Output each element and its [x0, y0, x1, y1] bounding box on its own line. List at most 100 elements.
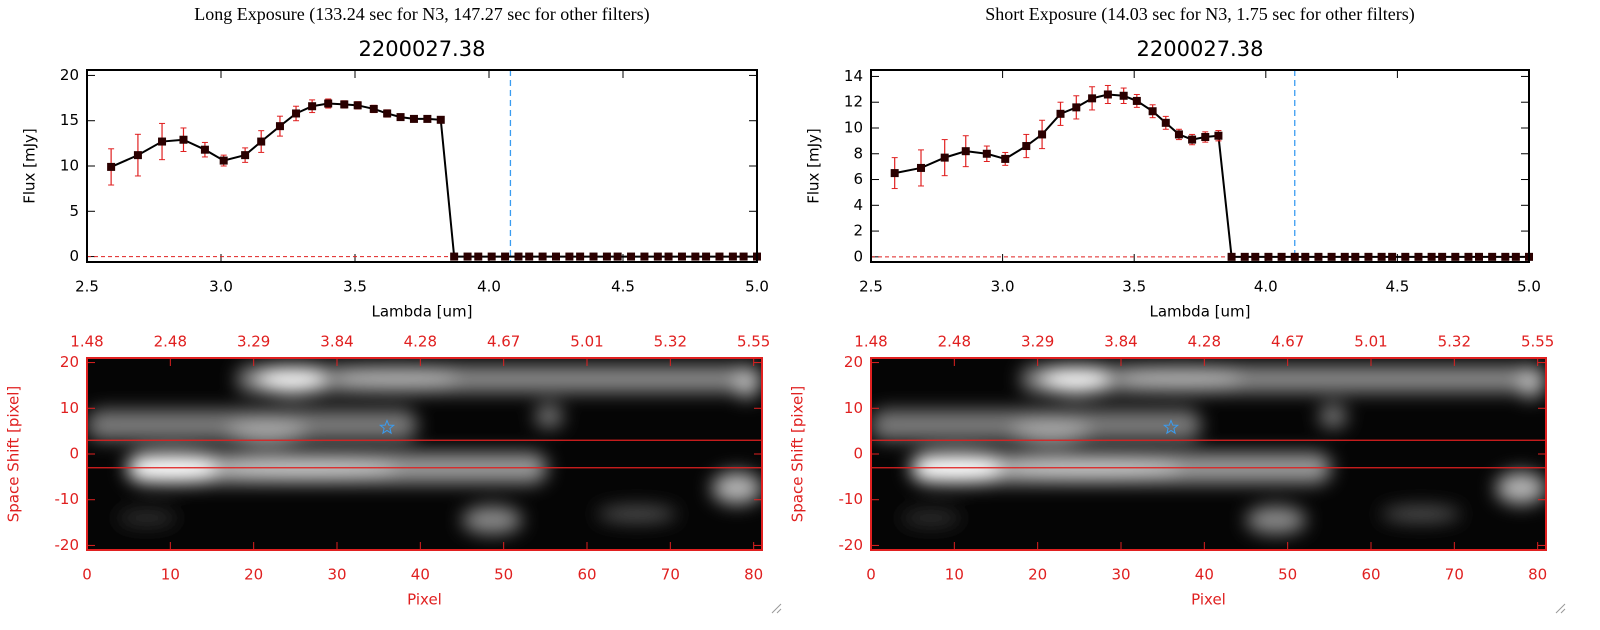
x-tick-label: 10	[945, 566, 964, 584]
marker	[158, 137, 167, 146]
x-tick-label: 60	[1361, 566, 1380, 584]
y-tick-label: 0	[853, 445, 863, 463]
x-tick-label: 70	[1445, 566, 1464, 584]
marker	[107, 162, 116, 171]
x-axis-label: Pixel	[1191, 591, 1226, 609]
marker	[241, 151, 250, 160]
y-tick-label: 20	[60, 353, 79, 371]
marker	[487, 252, 496, 261]
marker	[1264, 252, 1273, 261]
marker	[200, 145, 209, 154]
x2-tick-label: 5.32	[654, 333, 687, 351]
marker	[653, 252, 662, 261]
marker	[292, 109, 301, 118]
marker	[1251, 252, 1260, 261]
marker	[691, 252, 700, 261]
marker	[1072, 103, 1081, 112]
y-tick-label: 0	[69, 247, 79, 265]
marker	[1351, 252, 1360, 261]
marker	[1290, 252, 1299, 261]
marker	[1188, 135, 1197, 144]
resize-grip	[1555, 603, 1566, 614]
marker	[1314, 252, 1323, 261]
x-tick-label: 4.0	[1254, 278, 1278, 296]
chart-title: 2200027.38	[1137, 37, 1264, 61]
marker	[1119, 91, 1128, 100]
y-tick-label: -10	[55, 490, 80, 508]
x-tick-label: 20	[244, 566, 263, 584]
plot-frame	[86, 69, 758, 263]
marker	[409, 114, 418, 123]
marker	[613, 252, 622, 261]
marker	[1301, 252, 1310, 261]
marker	[1132, 96, 1141, 105]
x2-tick-label: 5.55	[1521, 333, 1554, 351]
marker	[982, 149, 991, 158]
x-tick-label: 70	[661, 566, 680, 584]
x-tick-label: 3.0	[209, 278, 233, 296]
marker	[1464, 252, 1473, 261]
marker	[1340, 252, 1349, 261]
x-tick-label: 4.5	[611, 278, 635, 296]
target-star	[378, 419, 396, 435]
x-tick-label: 5.0	[745, 278, 769, 296]
x-tick-label: 80	[1528, 566, 1547, 584]
marker	[715, 252, 724, 261]
marker	[565, 252, 574, 261]
x-tick-label: 20	[1028, 566, 1047, 584]
marker	[257, 137, 266, 146]
marker	[576, 252, 585, 261]
y-tick-label: 0	[853, 247, 863, 265]
y-tick-label: 8	[853, 144, 863, 162]
marker	[450, 252, 459, 261]
marker	[728, 252, 737, 261]
resize-grip	[771, 603, 782, 614]
x-axis-label: Lambda [um]	[372, 303, 473, 321]
data-line	[110, 102, 757, 258]
marker	[308, 102, 317, 111]
marker	[917, 163, 926, 172]
marker	[538, 252, 547, 261]
y-tick-label: 5	[69, 202, 79, 220]
y-tick-label: 6	[853, 170, 863, 188]
x2-tick-label: 4.28	[1188, 333, 1221, 351]
x2-tick-label: 5.32	[1438, 333, 1471, 351]
marker	[1103, 90, 1112, 99]
y-tick-label: 10	[60, 157, 79, 175]
marker	[640, 252, 649, 261]
x2-tick-label: 3.84	[320, 333, 353, 351]
marker	[1148, 107, 1157, 116]
x-tick-label: 30	[327, 566, 346, 584]
marker	[1038, 130, 1047, 139]
x-tick-label: 4.5	[1385, 278, 1409, 296]
x2-tick-label: 2.48	[154, 333, 187, 351]
y-tick-label: 0	[69, 445, 79, 463]
marker	[436, 115, 445, 124]
x-tick-label: 60	[577, 566, 596, 584]
marker	[589, 252, 598, 261]
y-tick-label: 20	[60, 66, 79, 84]
marker	[702, 252, 711, 261]
marker	[463, 252, 472, 261]
marker	[1240, 252, 1249, 261]
x-tick-label: 10	[161, 566, 180, 584]
x-tick-label: 3.5	[343, 278, 367, 296]
x-tick-label: 50	[494, 566, 513, 584]
x2-tick-label: 1.48	[854, 333, 887, 351]
marker	[1377, 252, 1386, 261]
y-tick-label: 4	[853, 196, 863, 214]
x2-tick-label: 3.29	[1021, 333, 1054, 351]
marker	[396, 113, 405, 122]
marker	[1214, 131, 1223, 140]
marker	[423, 114, 432, 123]
data-line	[894, 93, 1529, 258]
marker	[1427, 252, 1436, 261]
x2-tick-label: 4.67	[1271, 333, 1304, 351]
target-star	[1162, 419, 1180, 435]
x2-tick-label: 4.28	[404, 333, 437, 351]
marker	[677, 252, 686, 261]
marker	[219, 156, 228, 165]
plot-frame	[870, 69, 1530, 263]
spectral-image	[87, 358, 762, 550]
